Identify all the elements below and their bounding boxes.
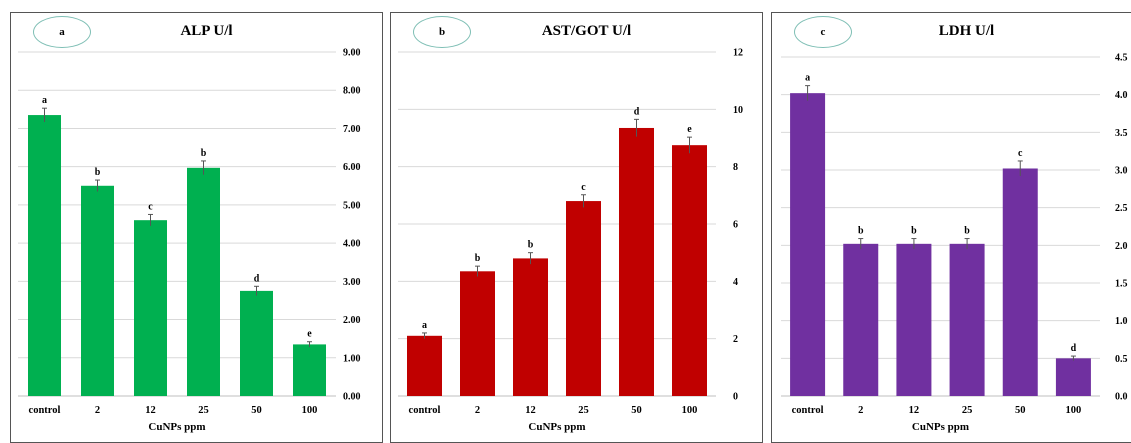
y-tick-label: 10: [733, 105, 743, 116]
y-tick-label: 0: [733, 392, 738, 403]
significance-letter: d: [634, 106, 640, 117]
bar: [513, 258, 548, 396]
y-tick-label: 4.0: [1115, 90, 1128, 101]
bar: [187, 167, 220, 396]
y-tick-label: 9.00: [343, 48, 361, 59]
bar: [790, 93, 826, 396]
y-tick-label: 1.00: [343, 353, 361, 364]
x-tick-label: 2: [95, 405, 100, 416]
y-tick-label: 0.00: [343, 392, 361, 403]
x-tick-label: 25: [962, 405, 973, 416]
y-tick-label: 12: [733, 48, 743, 59]
y-tick-label: 0.0: [1115, 392, 1128, 403]
y-tick-label: 2.00: [343, 315, 361, 326]
x-tick-label: 100: [682, 405, 698, 416]
y-tick-label: 4.5: [1115, 53, 1128, 64]
y-tick-label: 1.0: [1115, 316, 1128, 327]
chart-panel-ldh: c LDH U/l 0.0 0.5 1.0 1.5 2.0 2.5 3.0 3.5 4.0 4.5…: [771, 12, 1131, 443]
panel-label-badge: c: [794, 16, 852, 48]
bar: [28, 115, 61, 397]
significance-letter: b: [201, 148, 207, 159]
x-tick-label: 12: [525, 405, 536, 416]
significance-letter: b: [475, 253, 481, 264]
y-tick-label: 6: [733, 220, 738, 231]
x-tick-label: control: [29, 405, 61, 416]
x-tick-label: 50: [631, 405, 642, 416]
bar: [1055, 358, 1091, 396]
bar: [843, 243, 879, 396]
x-tick-label: 50: [251, 405, 262, 416]
y-tick-label: 2: [733, 334, 738, 345]
x-axis-title: CuNPs ppm: [912, 421, 969, 433]
significance-letter: b: [528, 240, 534, 251]
y-tick-label: 3.00: [343, 277, 361, 288]
x-tick-label: 2: [475, 405, 480, 416]
y-tick-label: 3.5: [1115, 128, 1128, 139]
bar: [672, 145, 707, 396]
y-tick-label: 8: [733, 162, 738, 173]
bar: [134, 220, 167, 396]
significance-letter: c: [148, 201, 153, 212]
panel-label-badge: a: [33, 16, 91, 48]
bar: [293, 344, 326, 396]
bar: [619, 127, 654, 396]
bar-chart-ast: 0 2 4 6 8 10 12 a control b 2 b 12 c 25 d 50 e 100 CuNPs pp…: [398, 48, 743, 433]
bar: [949, 243, 985, 396]
significance-letter: b: [858, 226, 864, 237]
significance-letter: d: [1071, 343, 1077, 354]
x-tick-label: 25: [198, 405, 209, 416]
bar-chart-ldh: 0.0 0.5 1.0 1.5 2.0 2.5 3.0 3.5 4.0 4.5 a control b 2…: [781, 53, 1128, 433]
significance-letter: a: [42, 95, 47, 106]
chart-panel-ast: b AST/GOT U/l 0 2 4 6 8 10 12 a control b 2 b 12 c 25 d…: [390, 12, 763, 443]
y-tick-label: 7.00: [343, 124, 361, 135]
bar: [81, 185, 114, 396]
significance-letter: e: [307, 329, 312, 340]
bar: [566, 201, 601, 396]
x-tick-label: 12: [909, 405, 920, 416]
y-tick-label: 8.00: [343, 86, 361, 97]
y-tick-label: 5.00: [343, 200, 361, 211]
chart-panel-alp: a ALP U/l 0.00 1.00 2.00 3.00 4.00 5.00 6.00 7.…: [10, 12, 383, 443]
x-axis-title: CuNPs ppm: [148, 421, 205, 433]
significance-letter: c: [1018, 148, 1023, 159]
y-tick-label: 4: [733, 277, 738, 288]
bar: [240, 290, 273, 396]
x-tick-label: control: [409, 405, 441, 416]
bar: [460, 271, 495, 396]
x-tick-label: 100: [302, 405, 318, 416]
x-tick-label: 50: [1015, 405, 1026, 416]
x-axis-title: CuNPs ppm: [528, 421, 585, 433]
significance-letter: d: [254, 273, 260, 284]
bar: [896, 243, 932, 396]
bar: [407, 335, 442, 396]
significance-letter: b: [95, 167, 101, 178]
x-tick-label: control: [792, 405, 824, 416]
bar: [1002, 168, 1038, 396]
x-tick-label: 100: [1066, 405, 1082, 416]
chart-title: AST/GOT U/l: [541, 23, 632, 39]
significance-letter: e: [687, 124, 692, 135]
y-tick-label: 1.5: [1115, 279, 1128, 290]
y-tick-label: 3.0: [1115, 166, 1128, 177]
y-tick-label: 0.5: [1115, 354, 1128, 365]
significance-letter: a: [422, 320, 427, 331]
chart-title: ALP U/l: [180, 23, 233, 39]
significance-letter: a: [805, 73, 810, 84]
chart-title: LDH U/l: [938, 23, 995, 39]
significance-letter: c: [581, 182, 586, 193]
significance-letter: b: [911, 226, 917, 237]
panel-label-badge: b: [413, 16, 471, 48]
y-tick-label: 2.5: [1115, 203, 1128, 214]
significance-letter: b: [964, 226, 970, 237]
x-tick-label: 12: [145, 405, 156, 416]
y-tick-label: 6.00: [343, 162, 361, 173]
y-tick-label: 2.0: [1115, 241, 1128, 252]
bar-chart-alp: 0.00 1.00 2.00 3.00 4.00 5.00 6.00 7.00 8.00 9.00…: [18, 48, 361, 433]
x-tick-label: 2: [858, 405, 863, 416]
x-tick-label: 25: [578, 405, 589, 416]
y-tick-label: 4.00: [343, 239, 361, 250]
